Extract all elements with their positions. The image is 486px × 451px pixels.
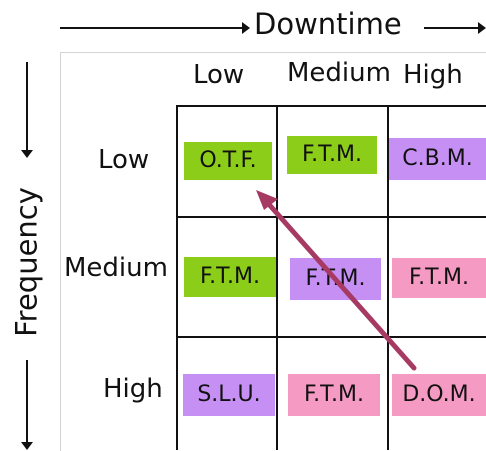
grid-line-horizontal — [176, 216, 486, 218]
cell-low-high: C.B.M. — [389, 138, 486, 180]
frequency-axis-arrow-top — [21, 62, 33, 158]
grid-line-vertical — [387, 105, 389, 450]
matrix-grid — [176, 105, 486, 450]
column-header-low: Low — [193, 60, 245, 90]
grid-line-vertical — [276, 105, 278, 450]
column-header-medium: Medium — [287, 58, 391, 88]
cell-high-high: D.O.M. — [392, 374, 486, 416]
row-header-low: Low — [98, 145, 150, 175]
column-header-high: High — [403, 60, 463, 90]
cell-high-medium: F.T.M. — [288, 374, 380, 416]
grid-line-horizontal — [176, 336, 486, 338]
cell-medium-high: F.T.M. — [392, 258, 486, 298]
cell-medium-low: F.T.M. — [184, 257, 276, 297]
downtime-axis-arrow-left — [60, 22, 250, 34]
frequency-axis-arrow-bottom — [21, 360, 33, 450]
cell-high-low: S.L.U. — [183, 374, 275, 416]
row-header-high: High — [103, 374, 163, 404]
row-header-medium: Medium — [64, 253, 168, 283]
cell-low-low: O.T.F. — [184, 142, 272, 180]
cell-low-medium: F.T.M. — [287, 136, 377, 174]
downtime-axis-arrow-right — [424, 22, 486, 34]
downtime-axis-title: Downtime — [254, 7, 402, 41]
